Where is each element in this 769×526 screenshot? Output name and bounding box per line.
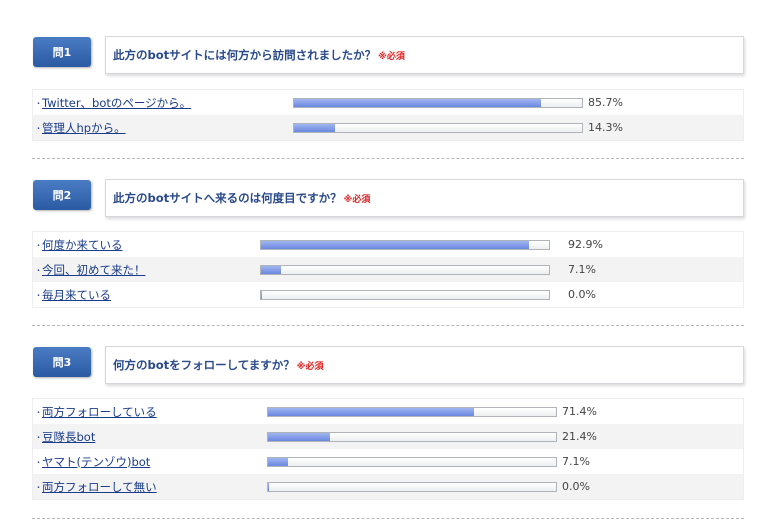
result-bar bbox=[260, 240, 550, 250]
question-header: 問1 此方のbotサイトには何方から訪問されましたか？ ※必須 bbox=[32, 36, 744, 76]
result-percent: 0.0% bbox=[562, 480, 590, 493]
answer-link[interactable]: ヤマト(テンゾウ)bot bbox=[42, 454, 151, 469]
result-bar-fill bbox=[268, 408, 474, 416]
required-mark: ※必須 bbox=[378, 51, 405, 62]
result-bar bbox=[293, 123, 583, 133]
question-header: 問2 此方のbotサイトへ来るのは何度目ですか？ ※必須 bbox=[32, 179, 744, 219]
result-bar-fill bbox=[261, 266, 282, 274]
answer-row: ･ 両方フォローして無い 0.0% bbox=[33, 474, 743, 499]
result-percent: 0.0% bbox=[568, 288, 596, 301]
required-mark: ※必須 bbox=[296, 361, 324, 372]
result-bar bbox=[260, 265, 550, 275]
result-bar bbox=[293, 98, 583, 108]
answer-row: ･ 何度か来ている 92.9% bbox=[33, 232, 743, 257]
result-bar-fill bbox=[261, 291, 263, 299]
bullet-icon: ･ bbox=[36, 483, 41, 494]
result-bar-fill bbox=[268, 483, 270, 491]
bullet-icon: ･ bbox=[36, 241, 41, 252]
answer-link[interactable]: 豆隊長bot bbox=[42, 429, 96, 444]
answer-link[interactable]: Twitter、botのページから。 bbox=[42, 95, 192, 110]
bullet-icon: ･ bbox=[36, 458, 41, 469]
answer-link[interactable]: 両方フォローして無い bbox=[42, 479, 157, 494]
result-percent: 71.4% bbox=[562, 405, 597, 418]
answer-link[interactable]: 管理人hpから。 bbox=[42, 120, 126, 135]
bullet-icon: ･ bbox=[36, 124, 41, 135]
answer-link[interactable]: 両方フォローしている bbox=[42, 404, 157, 419]
bullet-icon: ･ bbox=[36, 99, 41, 110]
question-title: 何方のbotをフォローしてますか？ bbox=[113, 358, 295, 372]
bullet-icon: ･ bbox=[36, 266, 41, 277]
result-percent: 7.1% bbox=[568, 263, 596, 276]
answer-row: ･ ヤマト(テンゾウ)bot 7.1% bbox=[33, 449, 743, 474]
answer-row: ･ Twitter、botのページから。 85.7% bbox=[33, 90, 743, 115]
answer-list: ･ 何度か来ている 92.9% ･ 今回、初めて来た！ 7.1% ･ 毎月来てい… bbox=[32, 231, 744, 308]
result-percent: 21.4% bbox=[562, 430, 597, 443]
answer-link[interactable]: 何度か来ている bbox=[42, 237, 123, 252]
question-number-badge: 問1 bbox=[33, 37, 91, 67]
answer-row: ･ 両方フォローしている 71.4% bbox=[33, 399, 743, 424]
answer-row: ･ 管理人hpから。 14.3% bbox=[33, 115, 743, 140]
result-percent: 85.7% bbox=[588, 96, 623, 109]
result-bar-fill bbox=[294, 99, 541, 107]
question-title-box: 何方のbotをフォローしてますか？ ※必須 bbox=[105, 346, 744, 384]
question-1: 問1 此方のbotサイトには何方から訪問されましたか？ ※必須 bbox=[32, 36, 744, 76]
result-percent: 7.1% bbox=[562, 455, 590, 468]
bullet-icon: ･ bbox=[36, 408, 41, 419]
question-3: 問3 何方のbotをフォローしてますか？ ※必須 bbox=[32, 346, 744, 386]
answer-list: ･ Twitter、botのページから。 85.7% ･ 管理人hpから。 14… bbox=[32, 89, 744, 141]
result-percent: 92.9% bbox=[568, 238, 603, 251]
result-bar-fill bbox=[294, 124, 336, 132]
result-bar-fill bbox=[268, 458, 289, 466]
question-2: 問2 此方のbotサイトへ来るのは何度目ですか？ ※必須 bbox=[32, 179, 744, 219]
result-bar bbox=[267, 432, 557, 442]
bullet-icon: ･ bbox=[36, 291, 41, 302]
bullet-icon: ･ bbox=[36, 433, 41, 444]
question-title-box: 此方のbotサイトへ来るのは何度目ですか？ ※必須 bbox=[105, 179, 744, 217]
answer-row: ･ 毎月来ている 0.0% bbox=[33, 282, 743, 307]
question-number-badge: 問2 bbox=[33, 180, 91, 210]
result-bar bbox=[267, 407, 557, 417]
answer-link[interactable]: 毎月来ている bbox=[42, 287, 111, 302]
section-divider bbox=[32, 325, 744, 326]
result-bar bbox=[267, 482, 557, 492]
result-percent: 14.3% bbox=[588, 121, 623, 134]
result-bar bbox=[267, 457, 557, 467]
result-bar-fill bbox=[261, 241, 529, 249]
section-divider bbox=[32, 518, 744, 519]
answer-row: ･ 今回、初めて来た！ 7.1% bbox=[33, 257, 743, 282]
question-number-badge: 問3 bbox=[33, 347, 91, 377]
question-header: 問3 何方のbotをフォローしてますか？ ※必須 bbox=[32, 346, 744, 386]
question-title: 此方のbotサイトには何方から訪問されましたか？ bbox=[113, 48, 377, 62]
answer-link[interactable]: 今回、初めて来た！ bbox=[42, 262, 146, 277]
question-title: 此方のbotサイトへ来るのは何度目ですか？ bbox=[113, 191, 342, 205]
answer-row: ･ 豆隊長bot 21.4% bbox=[33, 424, 743, 449]
section-divider bbox=[32, 158, 744, 159]
answer-list: ･ 両方フォローしている 71.4% ･ 豆隊長bot 21.4% ･ ヤマト(… bbox=[32, 398, 744, 500]
required-mark: ※必須 bbox=[343, 194, 371, 205]
question-title-box: 此方のbotサイトには何方から訪問されましたか？ ※必須 bbox=[105, 36, 744, 74]
result-bar bbox=[260, 290, 550, 300]
result-bar-fill bbox=[268, 433, 330, 441]
